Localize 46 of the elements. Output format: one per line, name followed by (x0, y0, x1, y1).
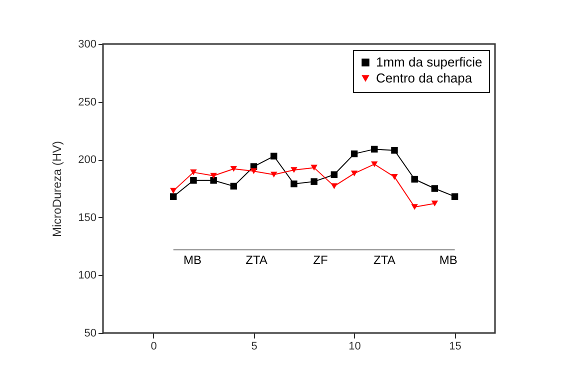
point (250, 168, 258, 174)
point (270, 152, 278, 160)
point (170, 188, 177, 194)
point (350, 170, 358, 176)
point (371, 146, 378, 153)
x-tick-label: 10 (348, 340, 361, 352)
point (411, 176, 418, 183)
point (431, 200, 438, 206)
y-tick-label: 100 (78, 270, 96, 282)
point (310, 164, 318, 171)
point (290, 180, 298, 188)
y-tick-label: 50 (84, 328, 96, 340)
annotation: ZF (313, 252, 328, 267)
point (170, 193, 177, 200)
y-tick-label: 200 (78, 154, 96, 166)
point (310, 178, 318, 185)
x-tick-label: 15 (449, 340, 462, 352)
point (330, 183, 338, 190)
point (391, 147, 398, 154)
annotation: ZTA (246, 252, 268, 267)
point (290, 167, 298, 173)
annotation: MB (184, 252, 202, 267)
y-tick-label: 300 (78, 38, 96, 50)
point (411, 204, 418, 210)
annotation: MB (439, 252, 458, 267)
point (391, 174, 398, 180)
point (270, 172, 278, 178)
annotation: ZTA (374, 252, 396, 267)
x-tick-label: 0 (150, 340, 157, 352)
point (230, 166, 238, 172)
point (451, 193, 458, 200)
point (210, 172, 217, 179)
point (190, 169, 197, 176)
point (350, 150, 358, 158)
legend-label: Centro da chapa (376, 70, 473, 86)
point (190, 177, 197, 184)
point (230, 182, 238, 190)
y-tick-label: 150 (78, 212, 96, 224)
y-tick-label: 250 (78, 96, 96, 108)
point (210, 177, 217, 184)
point (431, 185, 438, 192)
legend-label: 1mm da superficie (376, 54, 482, 70)
point (330, 171, 338, 178)
point (371, 161, 378, 168)
y-axis-title: MicroDureza (HV) (50, 140, 64, 238)
x-tick-label: 5 (251, 340, 258, 352)
